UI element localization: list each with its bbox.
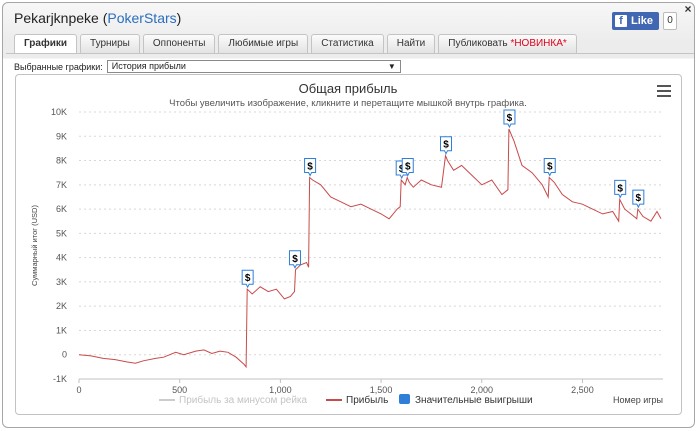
big-win-flag-label: $ <box>405 162 411 173</box>
x-tick-label: 0 <box>76 385 81 395</box>
menu-bar <box>657 95 671 97</box>
window-title: Pekarjknpeke (PokerStars) <box>14 10 181 26</box>
facebook-like-widget: f Like 0 <box>612 12 678 30</box>
tab-statistics[interactable]: Статистика <box>311 34 384 53</box>
big-win-flag <box>288 250 301 269</box>
tab-label: Любимые игры <box>228 38 299 49</box>
like-label: Like <box>631 15 654 27</box>
y-axis-label: Суммарный итог (USD) <box>30 205 39 286</box>
y-tick-label: -1K <box>53 374 67 384</box>
menu-bar <box>657 90 671 92</box>
x-tick-label: 2,500 <box>571 385 594 395</box>
tab-bar: Графики Турниры Оппоненты Любимые игры С… <box>14 34 577 54</box>
x-tick-label: 1,000 <box>269 385 292 395</box>
chevron-down-icon: ▼ <box>387 62 396 71</box>
chart-panel[interactable]: Общая прибыль Чтобы увеличить изображение… <box>15 74 682 415</box>
chart-type-select[interactable]: История прибыли ▼ <box>106 60 401 73</box>
x-tick-label: 500 <box>172 385 187 395</box>
y-tick-label: 3K <box>56 277 67 287</box>
big-win-flag-label: $ <box>292 254 298 265</box>
y-tick-label: 2K <box>56 301 67 311</box>
tab-label: Статистика <box>321 38 374 49</box>
like-count: 0 <box>663 12 678 30</box>
y-tick-label: 4K <box>56 253 67 263</box>
tab-divider <box>6 53 694 54</box>
chart-selector-label: Выбранные графики: <box>14 61 103 72</box>
hamburger-menu-icon[interactable] <box>657 85 671 97</box>
chart-title: Общая прибыль <box>299 81 398 96</box>
legend-item-big-wins: Значительные выигрыши <box>415 395 533 406</box>
chart-type-value: История прибыли <box>111 61 186 71</box>
y-tick-label: 10K <box>51 107 67 117</box>
chart-selector: Выбранные графики: История прибыли ▼ <box>14 60 401 73</box>
facebook-logo-icon: f <box>615 15 627 27</box>
x-axis-label: Номер игры <box>613 395 663 405</box>
big-win-flag-label: $ <box>307 162 313 173</box>
tab-tournaments[interactable]: Турниры <box>80 34 140 53</box>
big-win-flag <box>543 158 556 177</box>
big-win-flag-label: $ <box>617 183 623 194</box>
big-win-flag-label: $ <box>547 162 553 173</box>
x-tick-label: 2,000 <box>470 385 493 395</box>
y-tick-label: 0 <box>62 350 67 360</box>
big-win-flag-label: $ <box>443 140 449 151</box>
y-tick-label: 6K <box>56 204 67 214</box>
y-tick-label: 9K <box>56 131 67 141</box>
close-icon[interactable]: × <box>684 2 692 16</box>
y-tick-label: 1K <box>56 325 67 335</box>
y-tick-label: 5K <box>56 228 67 238</box>
menu-bar <box>657 85 671 87</box>
legend-item-rake: Прибыль за минусом рейка <box>179 394 308 406</box>
big-win-flag <box>241 269 254 289</box>
tab-charts[interactable]: Графики <box>14 34 78 54</box>
tab-label: Публиковать <box>448 38 508 49</box>
profit-chart[interactable]: Общая прибыль Чтобы увеличить изображение… <box>16 75 681 414</box>
big-win-flag <box>304 158 317 177</box>
series-line-profit <box>78 128 662 369</box>
tab-label: Турниры <box>90 38 130 49</box>
big-win-flag-label: $ <box>507 113 513 124</box>
tab-favorite-games[interactable]: Любимые игры <box>218 34 309 53</box>
site-close-paren: ) <box>176 10 182 26</box>
big-win-flag <box>503 109 516 129</box>
new-badge: *НОВИНКА* <box>510 38 567 49</box>
y-tick-label: 8K <box>56 156 67 166</box>
legend-item-profit: Прибыль <box>346 394 388 406</box>
player-name: Pekarjknpeke <box>14 10 99 26</box>
tab-label: Оппоненты <box>152 38 206 49</box>
site-open-paren: ( <box>102 10 108 26</box>
big-win-flag <box>632 189 645 209</box>
site-link[interactable]: PokerStars <box>107 10 177 26</box>
tab-label: Найти <box>396 38 426 49</box>
big-win-flag <box>614 179 627 199</box>
tab-opponents[interactable]: Оппоненты <box>142 34 216 53</box>
y-tick-label: 7K <box>56 180 67 190</box>
x-tick-label: 1,500 <box>370 385 393 395</box>
big-win-flag <box>401 158 414 177</box>
tab-find[interactable]: Найти <box>386 34 436 53</box>
chart-subtitle: Чтобы увеличить изображение, кликните и … <box>169 98 527 109</box>
tab-publish[interactable]: Публиковать *НОВИНКА* <box>438 34 577 53</box>
big-win-flag-label: $ <box>245 273 251 284</box>
tab-label: Графики <box>24 38 68 49</box>
facebook-like-button[interactable]: f Like <box>612 12 660 30</box>
big-win-flag <box>440 136 453 155</box>
legend-symbol-big-wins <box>399 394 410 404</box>
big-win-flag-label: $ <box>636 193 642 204</box>
